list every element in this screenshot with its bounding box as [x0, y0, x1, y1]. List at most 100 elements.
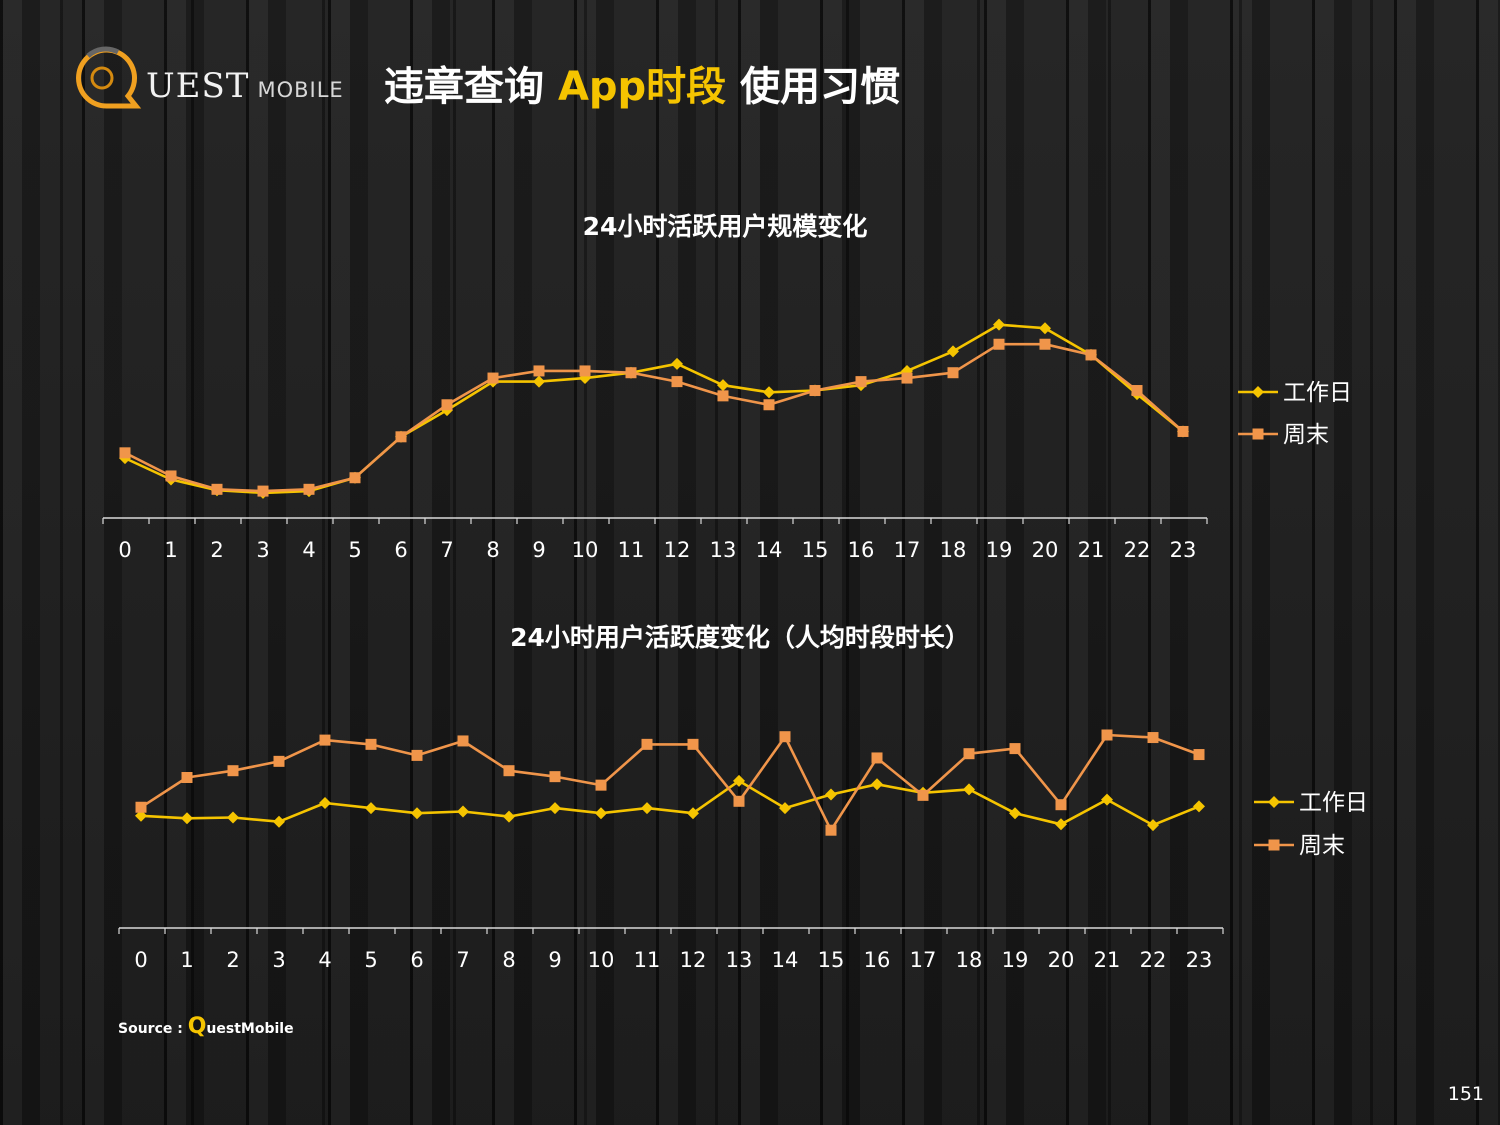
- data-point-weekday: [947, 345, 959, 358]
- x-tick-label: 20: [1032, 538, 1059, 562]
- legend-label: 周末: [1283, 422, 1329, 448]
- x-tick-label: 16: [864, 948, 891, 972]
- data-point-weekday: [595, 807, 607, 820]
- page-title: 违章查询 App时段 使用习惯: [384, 54, 900, 112]
- data-point-weekend: [1039, 338, 1051, 350]
- data-point-weekend: [395, 431, 407, 443]
- data-point-weekday: [871, 778, 883, 791]
- x-tick-label: 12: [680, 948, 707, 972]
- data-point-weekend: [1101, 729, 1113, 741]
- data-point-weekday: [671, 357, 683, 370]
- data-point-weekend: [257, 485, 269, 497]
- data-point-weekend: [1131, 385, 1143, 397]
- data-point-weekend: [1177, 425, 1189, 437]
- x-tick-label: 10: [588, 948, 615, 972]
- data-point-weekday: [687, 807, 699, 820]
- data-point-weekend: [135, 801, 147, 813]
- x-tick-label: 10: [572, 538, 599, 562]
- series-line-weekday: [140, 779, 1200, 827]
- chart2-title: 24小时用户活跃度变化（人均时段时长）: [510, 623, 970, 652]
- data-point-weekend: [211, 483, 223, 495]
- chart1-title: 24小时活跃用户规模变化: [582, 212, 868, 241]
- data-point-weekend: [181, 772, 193, 783]
- data-point-weekend: [457, 735, 469, 747]
- x-tick-label: 21: [1094, 948, 1121, 972]
- x-tick-label: 17: [910, 948, 937, 972]
- data-point-weekday: [825, 788, 837, 801]
- x-tick-label: 5: [348, 538, 361, 562]
- data-point-weekday: [763, 386, 775, 399]
- source-label: Source :: [118, 1021, 183, 1037]
- legend-marker-diamond: [1252, 386, 1264, 398]
- data-point-weekday: [993, 318, 1005, 331]
- x-tick-label: 4: [318, 948, 331, 972]
- x-tick-label: 15: [802, 538, 829, 562]
- x-tick-label: 22: [1124, 538, 1151, 562]
- legend-label: 工作日: [1299, 790, 1368, 816]
- x-tick-label: 18: [940, 538, 967, 562]
- title-part2: App时段: [557, 64, 727, 110]
- data-point-weekday: [319, 797, 331, 809]
- data-point-weekend: [503, 765, 515, 777]
- data-point-weekend: [1009, 743, 1021, 755]
- data-point-weekend: [855, 376, 867, 388]
- data-point-weekday: [365, 802, 377, 815]
- x-tick-label: 14: [772, 948, 799, 972]
- data-point-weekday: [1193, 800, 1205, 813]
- x-tick-label: 1: [164, 538, 177, 562]
- data-point-weekend: [227, 765, 239, 777]
- data-point-weekday: [549, 802, 561, 815]
- x-tick-label: 3: [256, 538, 269, 562]
- title-part3: 使用习惯: [726, 64, 901, 110]
- data-point-weekend: [1147, 732, 1159, 744]
- data-point-weekend: [763, 399, 775, 411]
- legend-marker-square: [1268, 839, 1280, 851]
- data-point-weekend: [303, 483, 315, 495]
- data-point-weekday: [1147, 819, 1159, 832]
- x-tick-label: 7: [440, 538, 453, 562]
- title-part1: 违章查询: [384, 64, 558, 110]
- x-tick-label: 15: [818, 948, 845, 972]
- data-point-weekend: [825, 824, 837, 836]
- data-point-weekend: [441, 399, 453, 411]
- data-point-weekend: [533, 365, 545, 377]
- data-point-weekend: [917, 789, 929, 801]
- data-point-weekend: [549, 771, 561, 783]
- x-tick-label: 3: [272, 948, 285, 972]
- questmobile-logo: [76, 46, 142, 109]
- x-tick-label: 9: [548, 948, 561, 972]
- data-point-weekend: [1085, 349, 1097, 361]
- data-point-weekend: [1193, 749, 1205, 761]
- data-point-weekday: [1101, 793, 1113, 806]
- x-tick-label: 16: [848, 538, 875, 562]
- source-q: Q: [187, 1014, 207, 1039]
- data-point-weekend: [411, 749, 423, 761]
- data-point-weekend: [901, 372, 913, 384]
- data-point-weekend: [625, 367, 637, 379]
- data-point-weekday: [963, 783, 975, 796]
- data-point-weekday: [181, 812, 193, 825]
- data-point-weekday: [717, 379, 729, 392]
- logo-wordmark: UEST MOBILE: [146, 66, 344, 106]
- logo-mobile: MOBILE: [257, 78, 344, 102]
- chart-2: 0 1 2 3 4 5 6 7 8 9 10 11 12 13 14 15 16 17 18 19 20 21 22 23工作…: [118, 729, 1368, 972]
- data-point-weekday: [641, 802, 653, 815]
- legend-label: 工作日: [1283, 380, 1352, 406]
- legend-marker-square: [1252, 428, 1264, 440]
- x-tick-label: 17: [894, 538, 921, 562]
- data-point-weekend: [119, 447, 131, 459]
- x-tick-label: 12: [664, 538, 691, 562]
- x-tick-label: 5: [364, 948, 377, 972]
- x-tick-label: 22: [1140, 948, 1167, 972]
- series-line-weekday: [124, 323, 1184, 495]
- data-point-weekend: [779, 731, 791, 743]
- data-point-weekday: [503, 810, 515, 823]
- data-point-weekend: [641, 738, 653, 750]
- x-tick-label: 13: [710, 538, 737, 562]
- data-point-weekend: [595, 779, 607, 791]
- data-point-weekday: [411, 807, 423, 820]
- series-line-weekend: [140, 733, 1200, 832]
- data-point-weekday: [1055, 818, 1067, 831]
- x-tick-label: 9: [532, 538, 545, 562]
- x-tick-label: 8: [486, 538, 499, 562]
